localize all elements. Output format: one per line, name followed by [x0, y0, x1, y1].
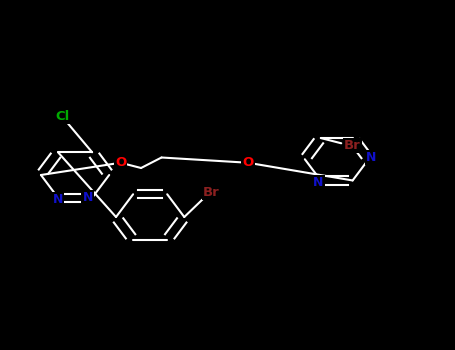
Text: N: N: [366, 151, 376, 164]
Text: Cl: Cl: [56, 110, 70, 123]
Text: N: N: [313, 176, 324, 189]
Text: N: N: [82, 191, 93, 204]
Text: O: O: [115, 156, 126, 169]
Text: Br: Br: [203, 186, 220, 199]
Text: Br: Br: [344, 139, 361, 152]
Text: N: N: [53, 193, 63, 206]
Text: O: O: [243, 156, 253, 169]
